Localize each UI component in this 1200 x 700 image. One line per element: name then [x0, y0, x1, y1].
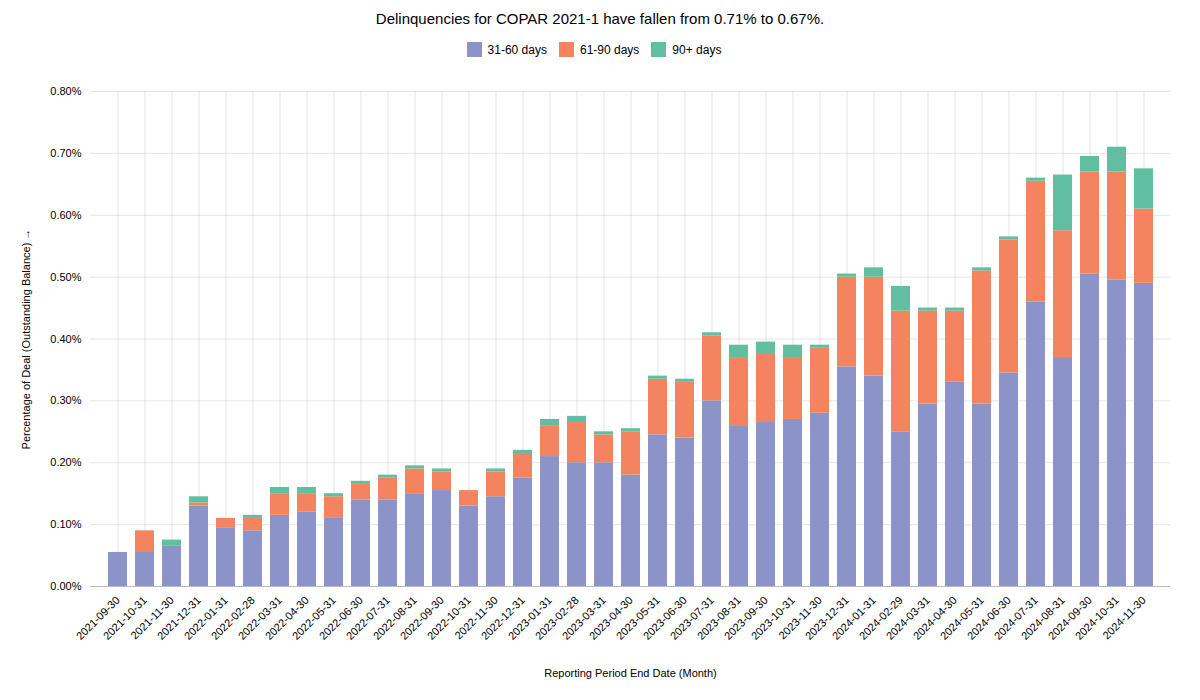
svg-text:2022-10-31: 2022-10-31	[424, 593, 473, 642]
svg-text:2021-11-30: 2021-11-30	[128, 593, 176, 642]
svg-text:2023-08-31: 2023-08-31	[694, 593, 743, 642]
svg-text:2022-03-31: 2022-03-31	[235, 593, 284, 642]
svg-text:2021-10-31: 2021-10-31	[100, 593, 149, 642]
svg-text:0.60%: 0.60%	[50, 209, 81, 221]
svg-text:2024-01-31: 2024-01-31	[829, 593, 878, 642]
svg-text:2023-02-28: 2023-02-28	[532, 593, 581, 642]
svg-text:Reporting Period End Date (Mon: Reporting Period End Date (Month)	[544, 667, 716, 679]
svg-text:2022-11-30: 2022-11-30	[452, 593, 500, 642]
svg-text:2022-04-30: 2022-04-30	[262, 593, 311, 642]
svg-text:2022-08-31: 2022-08-31	[370, 593, 419, 642]
svg-text:2023-01-31: 2023-01-31	[505, 593, 554, 642]
svg-text:2022-07-31: 2022-07-31	[343, 593, 392, 642]
svg-text:2023-07-31: 2023-07-31	[667, 593, 716, 642]
svg-text:0.80%: 0.80%	[50, 85, 81, 97]
svg-text:0.20%: 0.20%	[50, 456, 81, 468]
html-text:31-60 days: 31-60 days	[487, 42, 547, 57]
svg-text:2024-04-30: 2024-04-30	[910, 593, 959, 642]
svg-text:2024-08-31: 2024-08-31	[1018, 593, 1067, 642]
svg-text:2024-02-29: 2024-02-29	[856, 593, 905, 642]
html-text:61-90 days: 61-90 days	[580, 42, 640, 57]
svg-text:2022-05-31: 2022-05-31	[289, 593, 338, 642]
svg-text:2022-02-28: 2022-02-28	[208, 593, 257, 642]
svg-text:2023-05-31: 2023-05-31	[613, 593, 662, 642]
svg-text:2024-09-30: 2024-09-30	[1045, 593, 1094, 642]
html-text:Delinquencies for COPAR 2021-1: Delinquencies for COPAR 2021-1 have fall…	[375, 10, 825, 27]
svg-text:2023-11-30: 2023-11-30	[776, 593, 824, 642]
svg-text:2023-10-31: 2023-10-31	[748, 593, 797, 642]
html-text:90+ days: 90+ days	[672, 42, 722, 57]
svg-text:2024-10-31: 2024-10-31	[1072, 593, 1121, 642]
svg-text:2024-03-31: 2024-03-31	[883, 593, 932, 642]
svg-text:Percentage of Deal (Outstandin: Percentage of Deal (Outstanding Balance)…	[20, 229, 32, 450]
svg-text:2022-12-31: 2022-12-31	[478, 593, 527, 642]
svg-text:0.10%: 0.10%	[50, 518, 81, 530]
svg-text:2023-03-31: 2023-03-31	[559, 593, 608, 642]
svg-text:2021-09-30: 2021-09-30	[73, 593, 122, 642]
svg-text:2023-12-31: 2023-12-31	[802, 593, 851, 642]
svg-text:2024-11-30: 2024-11-30	[1100, 594, 1148, 642]
svg-text:2023-09-30: 2023-09-30	[721, 593, 770, 642]
svg-text:0.00%: 0.00%	[50, 580, 81, 592]
svg-text:2022-09-30: 2022-09-30	[397, 593, 446, 642]
svg-text:2024-06-30: 2024-06-30	[964, 593, 1013, 642]
svg-text:2024-07-31: 2024-07-31	[991, 593, 1040, 642]
svg-text:2022-06-30: 2022-06-30	[316, 593, 365, 642]
svg-text:2023-06-30: 2023-06-30	[640, 593, 689, 642]
svg-text:0.30%: 0.30%	[50, 394, 81, 406]
svg-text:2022-01-31: 2022-01-31	[181, 593, 230, 642]
svg-text:2023-04-30: 2023-04-30	[586, 593, 635, 642]
svg-text:0.50%: 0.50%	[50, 271, 81, 283]
svg-text:0.40%: 0.40%	[50, 333, 81, 345]
svg-text:2024-05-31: 2024-05-31	[937, 593, 986, 642]
svg-text:2021-12-31: 2021-12-31	[154, 593, 203, 642]
svg-text:0.70%: 0.70%	[50, 147, 81, 159]
